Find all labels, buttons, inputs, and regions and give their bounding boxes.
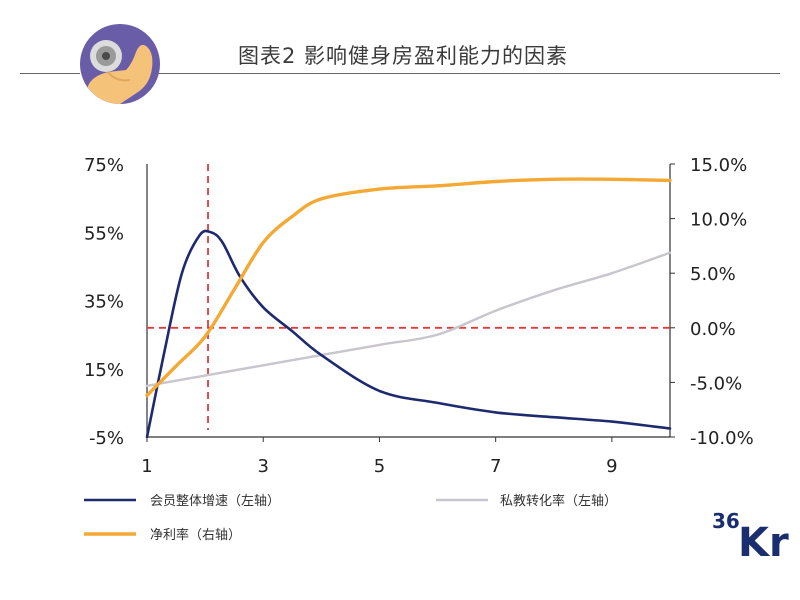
x-tick-label: 1: [141, 456, 152, 477]
brand-number: 36: [712, 509, 740, 533]
left-tick-label: 15%: [84, 360, 124, 381]
legend-net-margin: 净利率（右轴）: [84, 527, 241, 543]
header-rule-right: [150, 73, 780, 74]
fitness-logo-icon: [80, 24, 160, 104]
pt-conversion-line: [145, 251, 672, 387]
legend-label: 会员整体增速（左轴）: [150, 494, 280, 509]
legend-member-growth: 会员整体增速（左轴）: [84, 494, 280, 509]
right-tick-label: -5.0%: [690, 373, 742, 394]
series-lines: [145, 177, 672, 439]
x-tick-label: 7: [490, 456, 501, 477]
member-growth-line: [145, 229, 672, 439]
left-tick-label: 55%: [84, 223, 124, 244]
page-title: 图表2 影响健身房盈利能力的因素: [238, 44, 569, 68]
right-tick-label: -10.0%: [690, 428, 754, 449]
legend-label: 净利率（右轴）: [150, 527, 241, 543]
reference-lines: [147, 164, 670, 430]
header-rule-left: [20, 73, 80, 74]
right-tick-label: 5.0%: [690, 264, 736, 285]
legend: 会员整体增速（左轴） 私教转化率（左轴） 净利率（右轴）: [84, 493, 617, 543]
chart-axes: [146, 164, 671, 438]
legend-pt-conversion: 私教转化率（左轴）: [436, 493, 617, 509]
left-tick-label: 35%: [84, 292, 124, 313]
right-tick-label: 0.0%: [690, 319, 736, 340]
left-tick-label: 75%: [84, 155, 124, 176]
right-tick-label: 10.0%: [690, 210, 747, 231]
left-tick-label: -5%: [89, 428, 124, 449]
right-tick-label: 15.0%: [690, 155, 747, 176]
net-margin-line: [145, 177, 672, 398]
x-tick-label: 3: [257, 456, 268, 477]
legend-label: 私教转化率（左轴）: [500, 493, 617, 509]
brand-letters: Kr: [738, 520, 789, 562]
x-tick-label: 5: [374, 456, 385, 477]
tick-labels: 1 3 5 7 9 75% 55% 35% 15% -5% 15.0% 10.0% 5.0% 0.0% -5…: [84, 155, 754, 477]
x-tick-label: 9: [606, 456, 617, 477]
brand-logo: 36 Kr: [712, 506, 796, 566]
